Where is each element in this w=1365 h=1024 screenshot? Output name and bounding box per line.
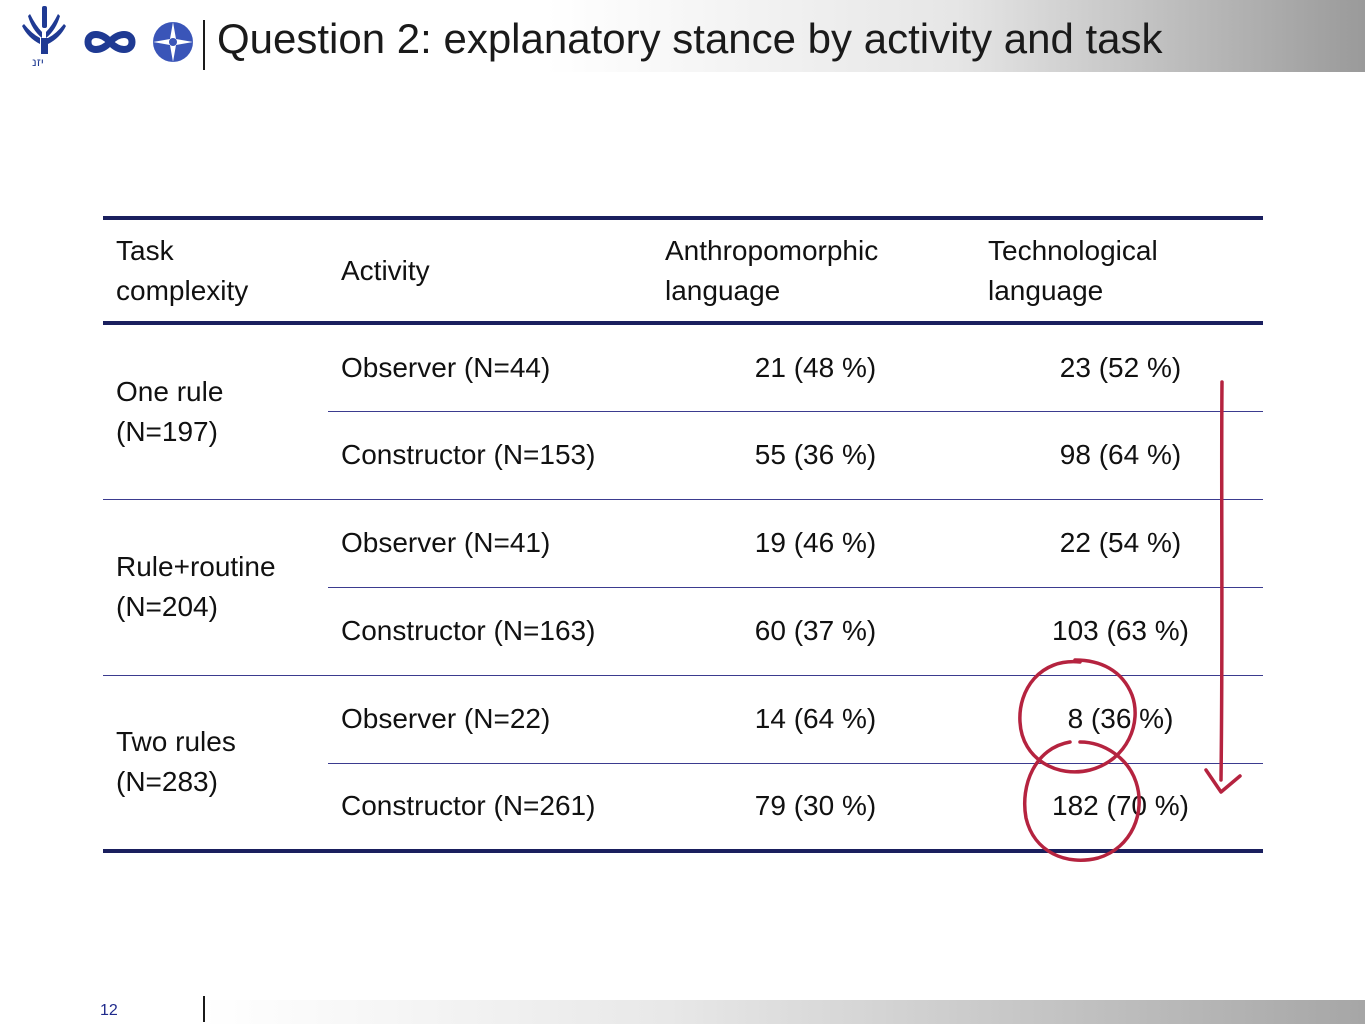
group-label-line: (N=204) <box>116 591 218 622</box>
footer-band <box>203 1000 1365 1024</box>
header-separator <box>203 20 205 70</box>
header-anthropomorphic-label: Anthropomorphic language <box>665 234 879 306</box>
group-label-rule-routine: Rule+routine (N=204) <box>103 498 328 675</box>
technological-cell: 98 (64 %) <box>978 410 1263 499</box>
table-row: One rule (N=197) Observer (N=44) 21 (48 … <box>103 323 1263 447</box>
anthropomorphic-cell: 60 (37 %) <box>653 586 978 675</box>
logo-group: יזנ <box>22 6 193 68</box>
page-title: Question 2: explanatory stance by activi… <box>217 15 1163 62</box>
group-label-line: Rule+routine <box>116 551 276 582</box>
anthropomorphic-cell: 79 (30 %) <box>653 762 978 853</box>
anthropomorphic-cell: 55 (36 %) <box>653 410 978 499</box>
table-header-row: Task complexity Activity Anthropomorphic… <box>103 216 1263 325</box>
technological-cell: 23 (52 %) <box>1059 351 1182 383</box>
group-label-line: Two rules <box>116 726 236 758</box>
group-label-one-rule: One rule (N=197) <box>103 323 328 499</box>
table-row: Constructor (N=163) 60 (37 %) 103 (63 %) <box>103 586 1263 675</box>
svg-text:יזנ: יזנ <box>32 55 44 68</box>
footer-separator <box>203 996 205 1022</box>
header-activity: Activity <box>328 216 653 325</box>
technological-cell: 182 (70 %) <box>978 762 1263 853</box>
header-technological-label: Technological language <box>988 234 1158 306</box>
results-table-container: Task complexity Activity Anthropomorphic… <box>103 216 1263 853</box>
technological-cell: 8 (36 %) <box>978 674 1263 763</box>
table-row: Two rules (N=283) Observer (N=22) 14 (64… <box>103 674 1263 853</box>
activity-cell: Constructor (N=163) <box>328 586 653 675</box>
results-table: Task complexity Activity Anthropomorphic… <box>103 216 1263 853</box>
table-row: Rule+routine (N=204) Observer (N=41) 19 … <box>103 498 1263 675</box>
page-number: 12 <box>100 1002 118 1019</box>
anthropomorphic-cell: 21 (48 %) <box>754 351 877 383</box>
anthropomorphic-cell: 14 (64 %) <box>653 674 978 763</box>
group-label-line: (N=197) <box>116 415 218 447</box>
activity-cell: Constructor (N=153) <box>328 410 653 499</box>
group-label-two-rules: Two rules (N=283) <box>103 674 328 853</box>
table-row: Constructor (N=153) 55 (36 %) 98 (64 %) <box>103 410 1263 499</box>
anthropomorphic-cell: 19 (46 %) <box>653 498 978 587</box>
technological-cell: 103 (63 %) <box>978 586 1263 675</box>
header-task-complexity-label: Task complexity <box>116 234 249 306</box>
infinity-logo <box>84 31 136 53</box>
group-label-line: (N=283) <box>116 766 218 798</box>
activity-cell: Observer (N=41) <box>328 498 653 587</box>
activity-cell: Constructor (N=261) <box>328 762 653 853</box>
activity-cell: Observer (N=22) <box>328 674 653 763</box>
activity-cell: Observer (N=44) <box>341 351 551 383</box>
header-task-complexity: Task complexity <box>103 216 328 325</box>
tel-aviv-university-logo: יזנ <box>22 6 66 68</box>
header-band <box>0 0 1365 72</box>
circle-cross-logo <box>153 22 193 62</box>
group-label-line: One rule <box>116 375 224 407</box>
technological-cell: 22 (54 %) <box>978 498 1263 587</box>
header-technological: Technological language <box>978 216 1263 325</box>
header-anthropomorphic: Anthropomorphic language <box>653 216 978 325</box>
